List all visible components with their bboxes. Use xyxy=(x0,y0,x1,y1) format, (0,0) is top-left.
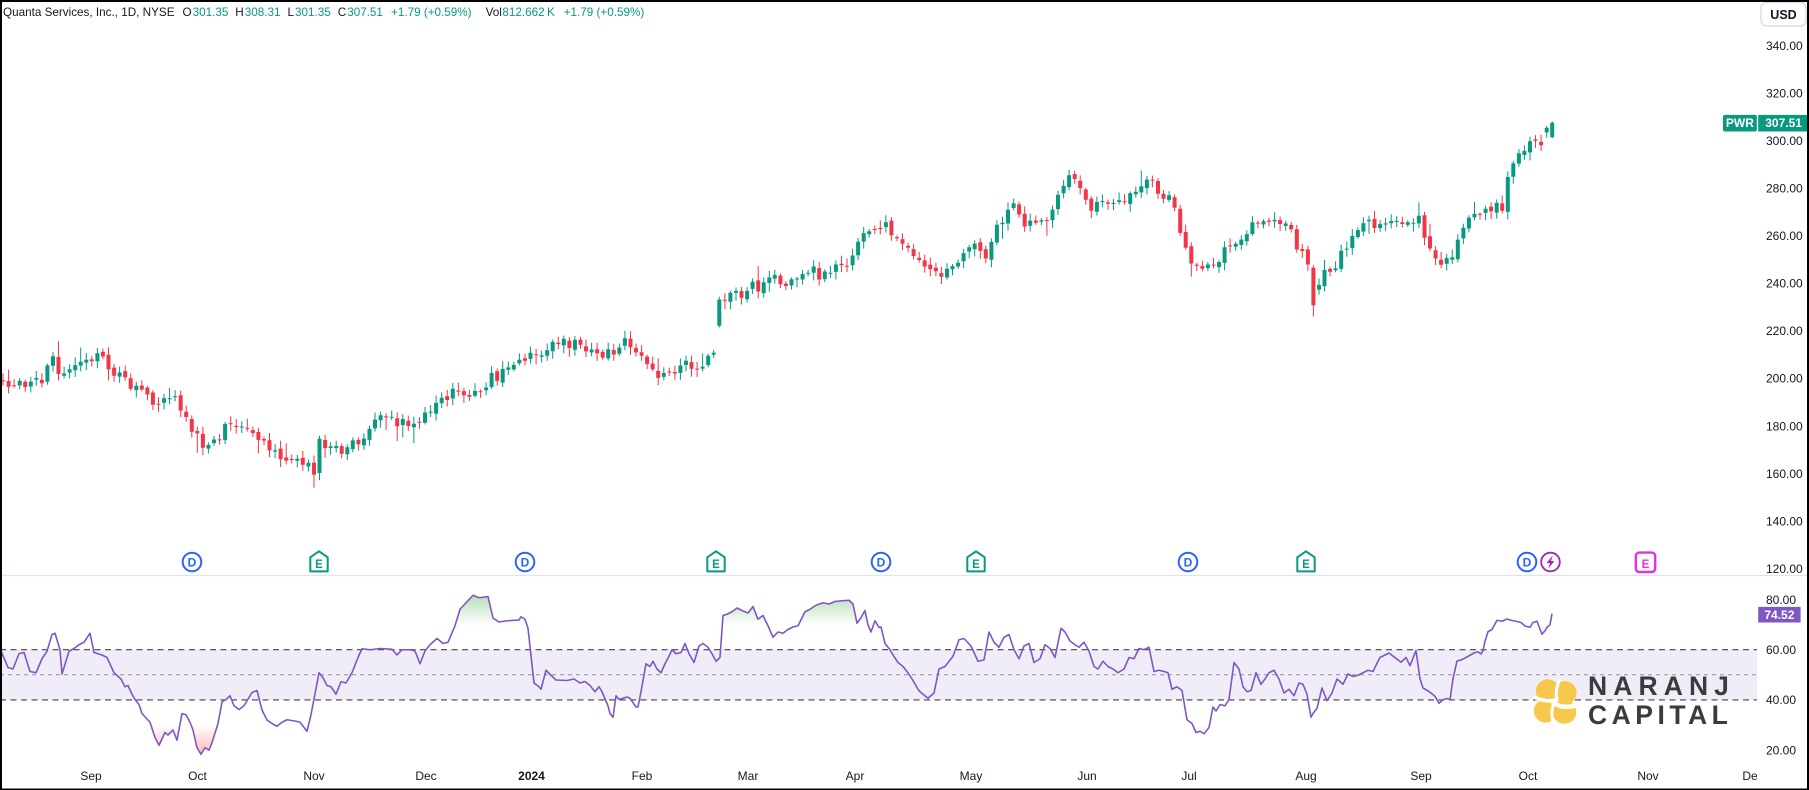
svg-text:20.00: 20.00 xyxy=(1766,743,1796,757)
svg-text:E: E xyxy=(1302,559,1310,571)
svg-text:E: E xyxy=(1642,559,1650,571)
svg-text:200.00: 200.00 xyxy=(1766,372,1803,386)
svg-text:D: D xyxy=(188,556,197,570)
svg-text:D: D xyxy=(1523,556,1532,570)
svg-text:L: L xyxy=(288,6,295,19)
svg-text:74.52: 74.52 xyxy=(1764,608,1794,622)
svg-text:301.35: 301.35 xyxy=(193,6,229,19)
svg-text:Dec: Dec xyxy=(1742,769,1763,783)
svg-text:Apr: Apr xyxy=(846,769,865,783)
svg-text:PWR: PWR xyxy=(1726,116,1754,130)
svg-text:D: D xyxy=(521,556,530,570)
svg-text:Nov: Nov xyxy=(303,769,324,783)
svg-text:May: May xyxy=(960,769,983,783)
svg-text:220.00: 220.00 xyxy=(1766,324,1803,338)
svg-text:O: O xyxy=(183,6,192,19)
svg-text:307.51: 307.51 xyxy=(347,6,383,19)
svg-text:+1.79 (+0.59%): +1.79 (+0.59%) xyxy=(391,6,472,19)
svg-text:Dec: Dec xyxy=(415,769,436,783)
svg-text:80.00: 80.00 xyxy=(1766,593,1796,607)
svg-text:Nov: Nov xyxy=(1637,769,1658,783)
svg-text:Sep: Sep xyxy=(80,769,102,783)
svg-text:812.662 K: 812.662 K xyxy=(502,6,555,19)
svg-text:NARANJ: NARANJ xyxy=(1588,671,1735,701)
svg-text:300.00: 300.00 xyxy=(1766,134,1803,148)
svg-text:307.51: 307.51 xyxy=(1765,116,1802,130)
svg-text:160.00: 160.00 xyxy=(1766,467,1803,481)
svg-text:Feb: Feb xyxy=(632,769,653,783)
svg-text:280.00: 280.00 xyxy=(1766,182,1803,196)
svg-text:E: E xyxy=(972,559,980,571)
svg-text:USD: USD xyxy=(1770,8,1796,22)
svg-text:Aug: Aug xyxy=(1295,769,1316,783)
svg-text:E: E xyxy=(712,559,720,571)
svg-text:Sep: Sep xyxy=(1410,769,1432,783)
svg-text:320.00: 320.00 xyxy=(1766,86,1803,100)
svg-text:140.00: 140.00 xyxy=(1766,514,1803,528)
svg-text:340.00: 340.00 xyxy=(1766,39,1803,53)
svg-text:240.00: 240.00 xyxy=(1766,277,1803,291)
svg-text:308.31: 308.31 xyxy=(245,6,281,19)
svg-text:40.00: 40.00 xyxy=(1766,693,1796,707)
svg-text:D: D xyxy=(1184,556,1193,570)
svg-text:D: D xyxy=(877,556,886,570)
svg-text:Quanta Services, Inc., 1D, NYS: Quanta Services, Inc., 1D, NYSE xyxy=(3,6,175,19)
svg-text:60.00: 60.00 xyxy=(1766,643,1796,657)
svg-text:Jul: Jul xyxy=(1181,769,1196,783)
svg-text:Mar: Mar xyxy=(738,769,759,783)
svg-text:Jun: Jun xyxy=(1077,769,1096,783)
svg-text:120.00: 120.00 xyxy=(1766,562,1803,576)
svg-text:E: E xyxy=(315,559,323,571)
svg-text:H: H xyxy=(235,6,243,19)
svg-text:Oct: Oct xyxy=(188,769,207,783)
svg-text:2024: 2024 xyxy=(518,769,545,783)
svg-text:Vol: Vol xyxy=(486,6,502,19)
svg-text:301.35: 301.35 xyxy=(295,6,331,19)
svg-text:+1.79 (+0.59%): +1.79 (+0.59%) xyxy=(564,6,645,19)
svg-text:Oct: Oct xyxy=(1519,769,1538,783)
svg-text:180.00: 180.00 xyxy=(1766,419,1803,433)
svg-text:260.00: 260.00 xyxy=(1766,229,1803,243)
svg-text:CAPITAL: CAPITAL xyxy=(1588,700,1732,730)
svg-text:C: C xyxy=(338,6,346,19)
